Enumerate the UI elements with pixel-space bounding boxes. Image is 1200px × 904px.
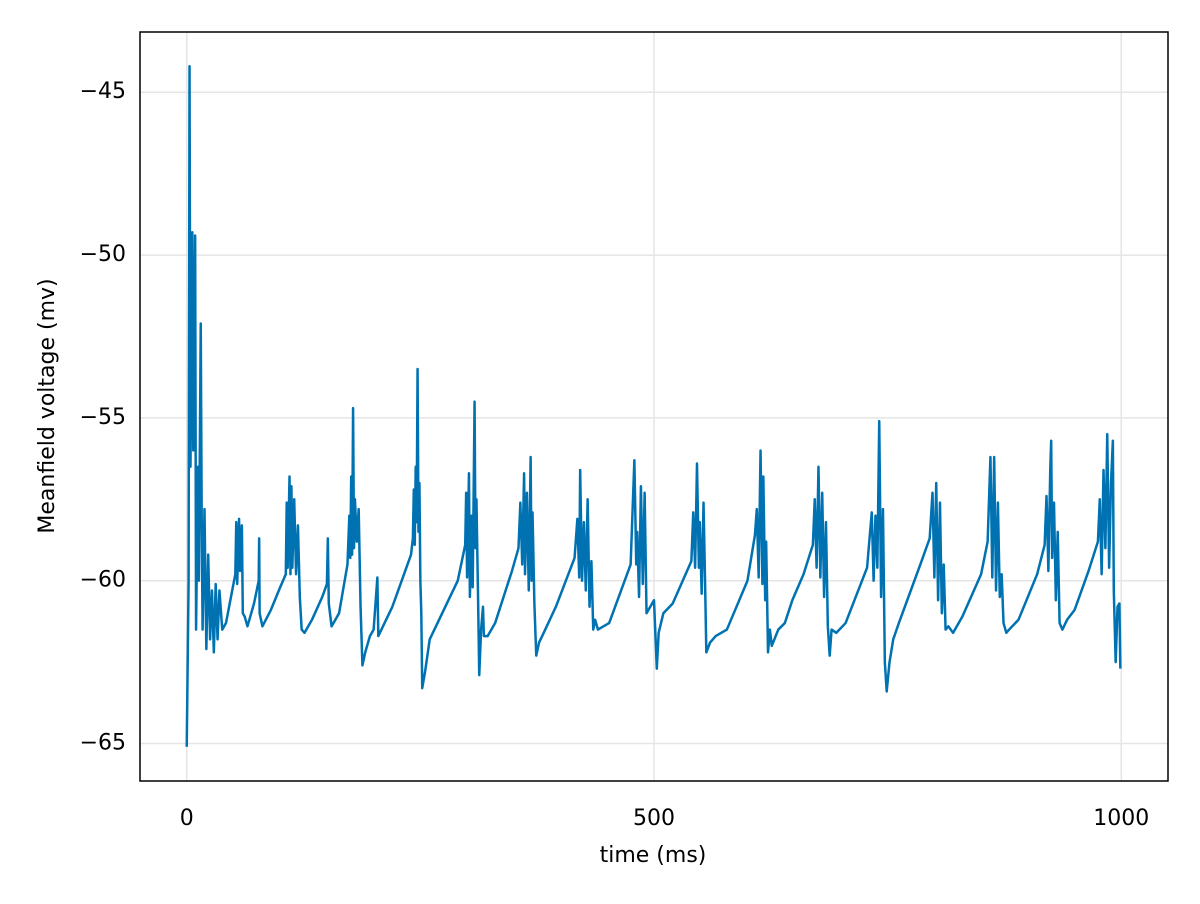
plot-area [185,64,1122,747]
x-axis-title: time (ms) [600,843,707,868]
x-tick-label: 500 [633,806,675,831]
y-tick-label: −55 [80,405,126,430]
y-tick-label: −65 [80,731,126,756]
plot-frame [139,31,1169,782]
grid [140,32,1168,781]
x-tick-label: 1000 [1093,806,1149,831]
y-tick-label: −45 [80,79,126,104]
y-tick-label: −60 [80,568,126,593]
y-axis-title: Meanfield voltage (mv) [35,278,60,533]
y-tick-label: −50 [80,242,126,267]
data-line [185,64,1122,747]
x-tick-label: 0 [180,806,194,831]
